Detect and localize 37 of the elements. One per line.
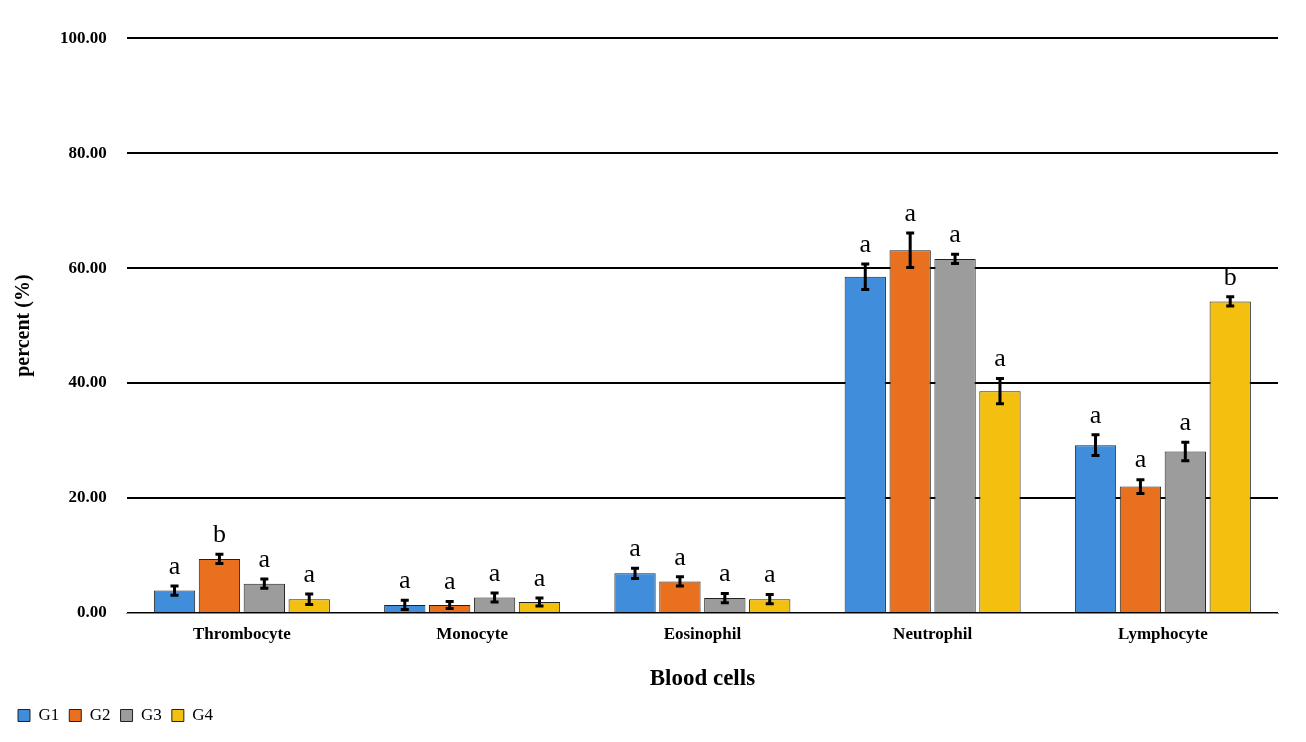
y-tick-label: 40.00 bbox=[68, 372, 107, 392]
data-label: a bbox=[1179, 407, 1192, 437]
x-tick-label: Monocyte bbox=[436, 623, 509, 643]
data-label: a bbox=[859, 228, 872, 258]
x-axis-title: Blood cells bbox=[649, 665, 756, 691]
legend-label: G1 bbox=[38, 704, 60, 724]
x-tick-label: Eosinophil bbox=[663, 623, 742, 643]
data-label: a bbox=[629, 532, 642, 562]
data-label: a bbox=[399, 565, 411, 595]
data-label: a bbox=[443, 566, 456, 596]
data-label: a bbox=[488, 557, 501, 587]
data-label: b bbox=[1223, 261, 1237, 291]
y-tick-label: 20.00 bbox=[68, 487, 107, 507]
data-label: b bbox=[212, 519, 226, 549]
y-axis-title: percent (%) bbox=[11, 274, 35, 377]
data-label: a bbox=[258, 543, 271, 573]
legend-label: G3 bbox=[141, 704, 162, 724]
data-label: a bbox=[949, 219, 962, 249]
y-tick-label: 0.00 bbox=[77, 602, 107, 622]
data-label: a bbox=[719, 558, 732, 588]
data-label: a bbox=[674, 541, 687, 571]
data-label: a bbox=[904, 197, 917, 227]
data-label: a bbox=[533, 562, 546, 592]
data-label: a bbox=[168, 550, 181, 580]
x-tick-label: Lymphocyte bbox=[1118, 623, 1209, 643]
legend-label: G2 bbox=[89, 704, 111, 724]
x-tick-label: Neutrophil bbox=[893, 623, 973, 643]
data-label: a bbox=[1134, 444, 1147, 474]
legend-label: G4 bbox=[192, 704, 214, 724]
y-tick-label: 80.00 bbox=[68, 142, 107, 162]
data-label: a bbox=[303, 558, 316, 588]
y-tick-label: 60.00 bbox=[68, 257, 107, 277]
x-tick-label: Thrombocyte bbox=[192, 623, 292, 643]
y-tick-label: 100.00 bbox=[60, 27, 107, 47]
data-label: a bbox=[763, 559, 776, 589]
data-label: a bbox=[994, 343, 1007, 373]
data-label: a bbox=[1089, 399, 1102, 429]
